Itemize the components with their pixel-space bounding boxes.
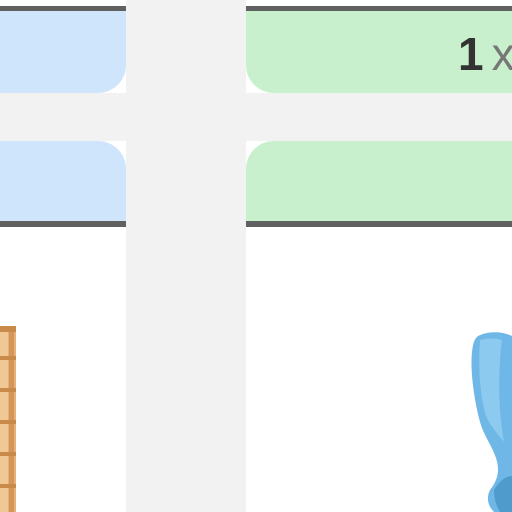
chair-image [471,332,512,512]
card-header-panel [0,11,126,93]
card-info-panel [0,141,126,221]
card-header-panel [246,11,512,93]
product-card-left[interactable] [0,0,126,512]
card-divider-band [0,93,126,141]
card-top-border [246,6,512,11]
card-divider-band [246,93,512,141]
card-info-panel [246,141,512,221]
card-top-border [0,6,126,11]
card-bottom-border [246,221,512,227]
shelf-image [0,326,16,512]
quantity-value: 1 [458,28,484,80]
card-bottom-border [0,221,126,227]
times-symbol: x [491,28,512,80]
